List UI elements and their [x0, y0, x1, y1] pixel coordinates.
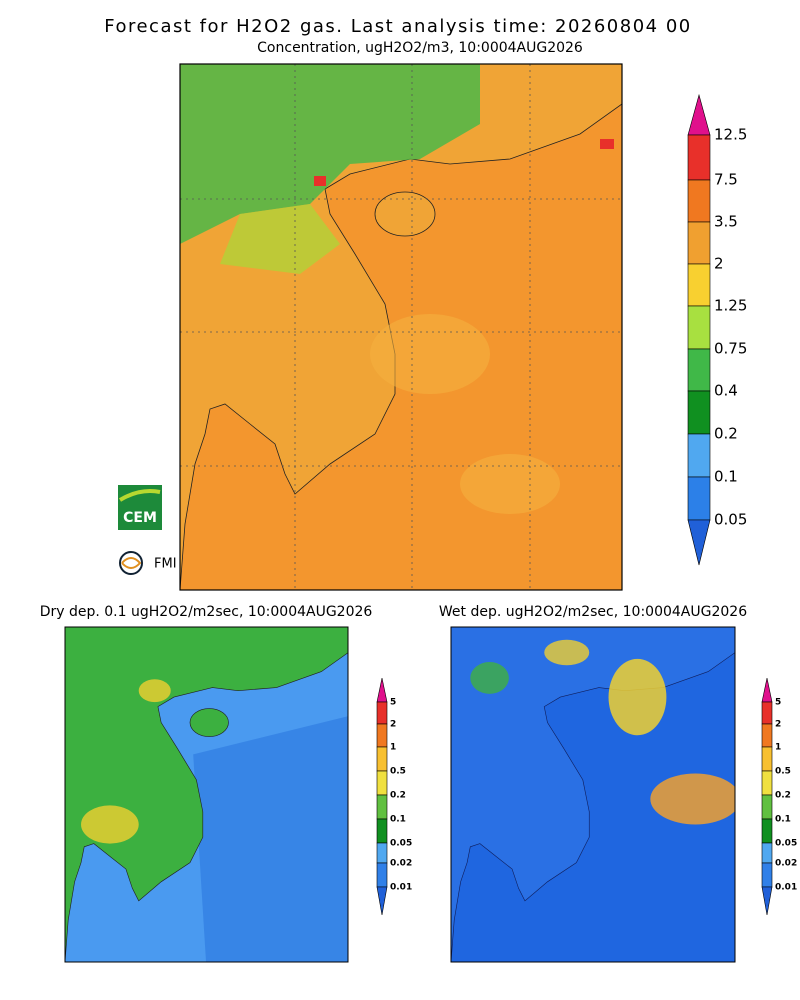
subtitle: Concentration, ugH2O2/m3, 10:0004AUG2026	[257, 40, 583, 56]
colorbar-segment	[376, 770, 388, 796]
colorbar-label: 0.5	[775, 767, 791, 777]
grid	[180, 64, 622, 590]
green-patch	[470, 662, 509, 694]
colorbar-label: 1	[775, 743, 781, 753]
colorbar-segment	[761, 818, 773, 844]
colorbar-label: 1	[390, 743, 396, 753]
fmi-mark	[119, 551, 143, 575]
colorbar-segment	[761, 862, 773, 888]
colorbar-segment	[376, 862, 388, 888]
colorbar-label: 0.05	[390, 839, 412, 849]
colorbar-label: 0.2	[714, 425, 738, 443]
colorbar-label: 0.02	[775, 859, 797, 869]
colorbar-segment	[687, 476, 711, 521]
colorbar-label: 2	[714, 255, 724, 273]
colorbar-label: 0.4	[714, 382, 738, 400]
colorbar-segment	[687, 221, 711, 265]
colorbar-bottom	[376, 886, 388, 916]
colorbar-label: 0.01	[775, 883, 797, 893]
colorbar-label: 0.02	[390, 859, 412, 869]
colorbar-label: 3.5	[714, 213, 738, 231]
colorbar-segment	[761, 746, 773, 772]
colorbar-segment	[376, 794, 388, 820]
colorbar-segment	[761, 701, 773, 725]
colorbar-segment	[687, 179, 711, 223]
fmi-text: FMI	[154, 557, 177, 572]
colorbar-segment	[761, 723, 773, 748]
cem-logo: CEM	[118, 485, 162, 530]
cem-swoosh	[118, 489, 161, 502]
colorbar-label: 5	[775, 698, 781, 708]
colorbar-label: 0.1	[714, 468, 738, 486]
main-map	[180, 64, 622, 590]
colorbar-segment	[687, 390, 711, 435]
green-area	[180, 64, 480, 244]
colorbar-label: 0.5	[390, 767, 406, 777]
colorbar-segment	[376, 746, 388, 772]
colorbar-label: 0.05	[775, 839, 797, 849]
colorbar-top	[376, 677, 388, 703]
colorbar-label: 2	[390, 720, 396, 730]
light-patch	[370, 314, 490, 394]
colorbar-label: 0.75	[714, 340, 747, 358]
dry-map	[65, 627, 349, 963]
colorbar-label: 0.2	[390, 791, 406, 801]
colorbar-segment	[687, 134, 711, 181]
colorbar-bottom	[687, 519, 711, 566]
red-spot	[600, 139, 614, 149]
yellow-patch	[81, 805, 139, 844]
wet-map	[451, 627, 736, 963]
dry-frame	[64, 626, 349, 963]
cem-text: CEM	[123, 510, 157, 526]
colorbar-label: 0.2	[775, 791, 791, 801]
wet-frame	[450, 626, 736, 963]
yellow-patch	[544, 639, 590, 666]
yellow-patch	[138, 679, 171, 703]
fmi-swirl	[121, 557, 142, 569]
colorbar-top	[687, 93, 711, 136]
colorbar-label: 5	[390, 698, 396, 708]
colorbar-label: 12.5	[714, 126, 747, 144]
colorbar-label: 7.5	[714, 171, 738, 189]
colorbar-segment	[376, 842, 388, 864]
colorbar-segment	[376, 701, 388, 725]
yellow-patch	[608, 658, 667, 736]
hainan	[374, 191, 436, 237]
colorbar-segment	[761, 794, 773, 820]
yellow-green-area	[220, 204, 340, 274]
colorbar-label: 0.05	[714, 511, 747, 529]
colorbar-segment	[687, 305, 711, 350]
colorbar-segment	[761, 842, 773, 864]
wet-panel-title: Wet dep. ugH2O2/m2sec, 10:0004AUG2026	[439, 604, 747, 620]
colorbar-segment	[687, 433, 711, 478]
colorbar-label: 2	[775, 720, 781, 730]
colorbar-segment	[687, 348, 711, 392]
colorbar-top	[761, 677, 773, 703]
colorbar-label: 1.25	[714, 297, 747, 315]
orange-patch	[650, 773, 736, 825]
colorbar-bottom	[761, 886, 773, 916]
main-frame	[179, 63, 623, 591]
colorbar-segment	[761, 770, 773, 796]
colorbar-label: 0.1	[390, 815, 406, 825]
light-patch	[460, 454, 560, 514]
colorbar-segment	[687, 263, 711, 307]
dry-panel-title: Dry dep. 0.1 ugH2O2/m2sec, 10:0004AUG202…	[40, 604, 373, 620]
colorbar-label: 0.1	[775, 815, 791, 825]
red-spot	[314, 176, 326, 186]
main-title: Forecast for H2O2 gas. Last analysis tim…	[104, 16, 691, 37]
colorbar-segment	[376, 818, 388, 844]
colorbar-label: 0.01	[390, 883, 412, 893]
fmi-logo: FMI	[119, 551, 177, 575]
deep-blue-area	[193, 716, 349, 963]
hainan	[189, 708, 229, 737]
colorbar-segment	[376, 723, 388, 748]
